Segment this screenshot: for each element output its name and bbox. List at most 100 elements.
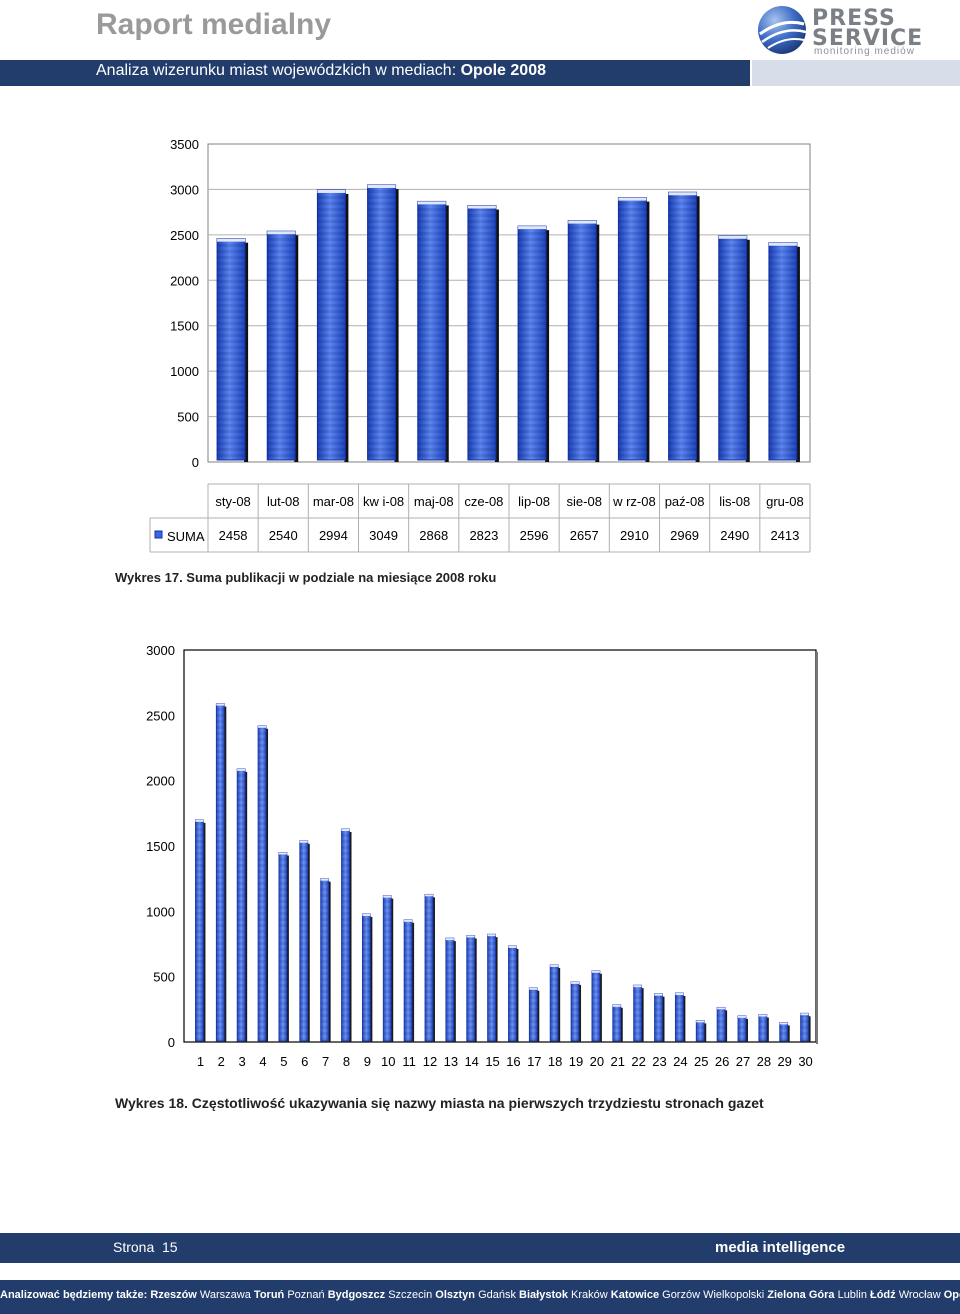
city-name: Lublin — [834, 1289, 867, 1301]
chart1-bar-texture — [518, 226, 547, 460]
chart2-bar-texture — [445, 938, 454, 1041]
chart1-category-label: lis-08 — [719, 494, 750, 509]
chart1-bar-shadow — [695, 196, 700, 462]
chart2-x-tick-label: 28 — [757, 1054, 771, 1069]
chart2-bar-texture — [550, 964, 559, 1041]
chart2-bar-texture — [424, 894, 433, 1041]
chart2-bar-top — [341, 829, 350, 832]
chart1-category-label: lut-08 — [267, 494, 300, 509]
chart2-bar-top — [654, 993, 663, 996]
chart1-bar-shadow — [494, 209, 499, 462]
chart2-bar-shadow — [265, 728, 269, 1042]
chart2-bar-top — [320, 878, 329, 881]
chart2-x-tick-label: 25 — [694, 1054, 708, 1069]
chart2-bar-top — [487, 934, 496, 937]
chart1-bar-top — [317, 189, 346, 193]
chart2-bar-texture — [737, 1015, 746, 1041]
chart1-bar-shadow — [745, 239, 750, 462]
chart2-bar-texture — [654, 993, 663, 1041]
chart1-bar-shadow — [294, 235, 299, 462]
chart2-x-tick-label: 21 — [611, 1054, 625, 1069]
city-name: Szczecin — [385, 1289, 433, 1301]
chart2-bar-top — [195, 819, 204, 822]
chart2-bar-shadow — [744, 1018, 748, 1042]
chart2-bar-texture — [299, 840, 308, 1041]
chart2-bar-top — [717, 1007, 726, 1010]
chart2-y-tick-label: 1500 — [146, 839, 175, 854]
chart2-x-tick-label: 13 — [444, 1054, 458, 1069]
chart2-bar-shadow — [223, 706, 227, 1042]
chart1-bar-top — [467, 205, 496, 209]
chart2-bar-top — [675, 993, 684, 995]
chart1-bar-shadow — [795, 246, 800, 462]
chart1-bar-shadow — [645, 201, 650, 462]
chart1-category-label: w rz-08 — [612, 494, 656, 509]
chart2-bar-shadow — [682, 996, 686, 1042]
chart2-bar-top — [800, 1013, 809, 1016]
chart1-category-label: gru-08 — [766, 494, 804, 509]
chart2-bar-top — [216, 703, 225, 706]
chart1-y-tick-label: 3500 — [170, 137, 199, 152]
chart2-y-tick-label: 500 — [153, 970, 175, 985]
chart1-data-label: 2994 — [319, 528, 348, 543]
city-name: Toruń — [250, 1289, 285, 1301]
chart2-bar-shadow — [661, 996, 665, 1042]
chart1-y-tick-label: 1000 — [170, 364, 199, 379]
chart2-bar-shadow — [807, 1016, 811, 1042]
city-name: Olsztyn — [432, 1289, 476, 1301]
chart2-bar-shadow — [285, 855, 289, 1042]
chart2-bar-shadow — [557, 967, 561, 1042]
chart1-y-tick-label: 1500 — [170, 319, 199, 334]
chart2-bar-shadow — [598, 973, 602, 1042]
chart2-x-tick-label: 5 — [280, 1054, 287, 1069]
city-name: Łódź — [866, 1289, 896, 1301]
report-subtitle: Analiza wizerunku miast wojewódzkich w m… — [96, 62, 546, 80]
chart1-bar-texture — [367, 184, 396, 460]
chart2-bar-top — [508, 945, 517, 948]
city-name: Opole — [943, 1289, 960, 1301]
logo-word-service: SERVICE — [812, 26, 924, 51]
chart1-bar-texture — [467, 205, 496, 460]
chart1-category-label: kw i-08 — [363, 494, 404, 509]
page-label: Strona — [113, 1239, 155, 1255]
chart2-bar-shadow — [390, 898, 394, 1042]
city-name: Kraków — [567, 1289, 608, 1301]
chart1-bar-top — [518, 226, 547, 230]
chart2-y-tick-label: 2000 — [146, 774, 175, 789]
chart2-x-tick-label: 29 — [777, 1054, 791, 1069]
chart2-plot-area — [183, 649, 817, 1043]
chart2-bar-top — [737, 1015, 746, 1018]
chart2-bar-shadow — [494, 937, 498, 1042]
chart1-data-label: 2413 — [770, 528, 799, 543]
chart2-x-tick-label: 26 — [715, 1054, 729, 1069]
chart1-caption: Wykres 17. Suma publikacji w podziale na… — [115, 570, 497, 585]
chart2-bar-top — [529, 987, 538, 990]
chart2-bar-texture — [591, 970, 600, 1041]
chart1-legend-label: SUMA — [167, 529, 205, 544]
chart1-y-tick-label: 2500 — [170, 228, 199, 243]
chart2-bar-shadow — [452, 941, 456, 1042]
chart1-plot-area — [207, 143, 811, 463]
chart1-y-tick-label: 0 — [192, 455, 199, 470]
chart1-bar-shadow — [595, 224, 600, 462]
chart2-x-tick-label: 6 — [301, 1054, 308, 1069]
chart2-bar-top — [278, 852, 287, 855]
chart1-bar-shadow — [394, 188, 399, 462]
chart2-x-tick-label: 1 — [197, 1054, 204, 1069]
chart2-bar-texture — [362, 913, 371, 1041]
chart2-x-tick-label: 4 — [259, 1054, 266, 1069]
chart2-x-tick-label: 12 — [423, 1054, 437, 1069]
chart2-bar-top — [237, 768, 246, 771]
chart1-bar-top — [267, 231, 296, 235]
chart2-bar-texture — [696, 1020, 705, 1041]
chart1-data-label: 2490 — [720, 528, 749, 543]
chart1-bar-top — [217, 238, 246, 242]
chart2-bar-texture — [216, 703, 225, 1041]
chart2-bar-texture — [633, 985, 642, 1041]
chart1-bar-top — [718, 235, 747, 239]
chart1-data-label: 2458 — [219, 528, 248, 543]
report-title: Raport medialny — [96, 8, 332, 41]
city-name: Wrocław — [895, 1289, 941, 1301]
chart2-bar-shadow — [369, 916, 373, 1042]
city-name: Warszawa — [196, 1289, 251, 1301]
